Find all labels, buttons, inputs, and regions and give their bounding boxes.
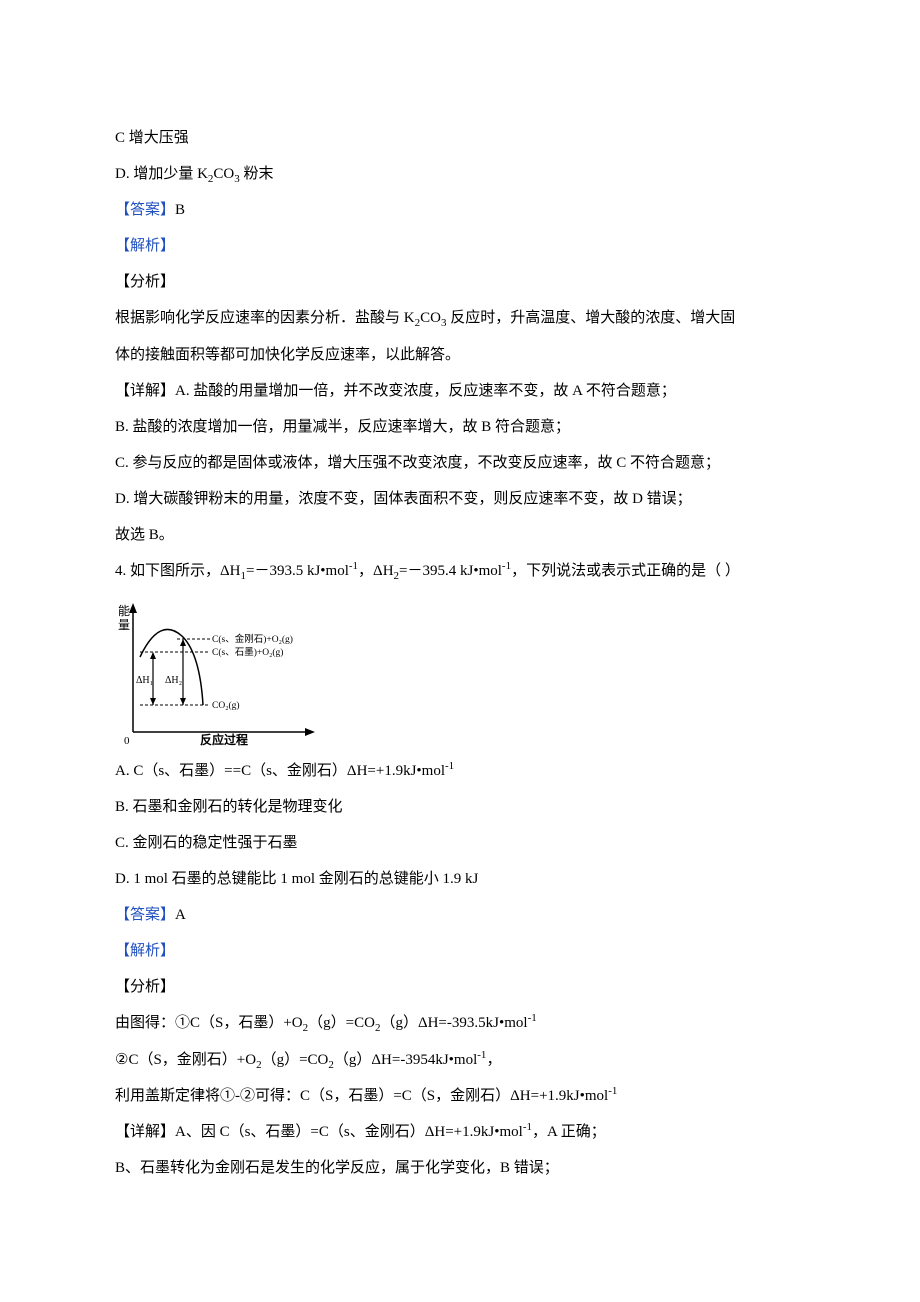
detail-c: C. 参与反应的都是固体或液体，增大压强不改变浓度，不改变反应速率，故 C 不符… xyxy=(115,445,805,481)
text: （g）ΔH=-393.5kJ•mol xyxy=(380,1015,527,1031)
text: ②C（S，金刚石）+O xyxy=(115,1052,256,1068)
q4-detail-a: 【详解】A、因 C（s、石墨）=C（s、金刚石）ΔH=+1.9kJ•mol-1，… xyxy=(115,1114,805,1150)
answer-label: 【答案】B xyxy=(115,192,805,228)
answer-value: B xyxy=(175,202,185,218)
superscript: -1 xyxy=(445,760,454,772)
text: A. C（s、石墨）==C（s、金刚石）ΔH=+1.9kJ•mol xyxy=(115,763,445,779)
q4-analysis-2: ②C（S，金刚石）+O2（g）=CO2（g）ΔH=-3954kJ•mol-1， xyxy=(115,1042,805,1078)
diagram-label-bot: CO₂(g) xyxy=(212,700,240,711)
q4-analysis-3: 利用盖斯定律将①-②可得：C（S，石墨）=C（S，金刚石）ΔH=+1.9kJ•m… xyxy=(115,1078,805,1114)
text: D. 增加少量 K xyxy=(115,166,208,182)
text: CO xyxy=(213,166,234,182)
x-label: 反应过程 xyxy=(200,732,248,747)
answer-value: A xyxy=(175,907,186,923)
answer-prefix: 【答案】 xyxy=(115,202,175,218)
analysis-label: 【分析】 xyxy=(115,264,805,300)
superscript: -1 xyxy=(502,560,511,572)
y-label-1: 能 xyxy=(118,604,130,618)
detail-d: D. 增大碳酸钾粉末的用量，浓度不变，固体表面积不变，则反应速率不变，故 D 错… xyxy=(115,481,805,517)
text: 根据影响化学反应速率的因素分析．盐酸与 K xyxy=(115,310,415,326)
text: CO xyxy=(420,310,441,326)
superscript: -1 xyxy=(528,1012,537,1024)
dh2-label: ΔH₂ xyxy=(165,675,182,686)
q4-option-c: C. 金刚石的稳定性强于石墨 xyxy=(115,825,805,861)
option-c: C 增大压强 xyxy=(115,120,805,156)
text: ，下列说法或表示式正确的是（ ） xyxy=(511,563,740,579)
explanation-label: 【解析】 xyxy=(115,228,805,264)
text: （g）ΔH=-3954kJ•mol xyxy=(334,1052,477,1068)
text: 4. 如下图所示，ΔH xyxy=(115,563,240,579)
analysis-text-2: 体的接触面积等都可加快化学反应速率，以此解答。 xyxy=(115,337,805,373)
option-d: D. 增加少量 K2CO3 粉末 xyxy=(115,156,805,192)
text: ，ΔH xyxy=(358,563,393,579)
text: 利用盖斯定律将①-②可得：C（S，石墨）=C（S，金刚石）ΔH=+1.9kJ•m… xyxy=(115,1088,608,1104)
q4-option-b: B. 石墨和金刚石的转化是物理变化 xyxy=(115,789,805,825)
diagram-label-top: C(s、金刚石)+O₂(g) xyxy=(212,633,293,645)
q4-option-a: A. C（s、石墨）==C（s、金刚石）ΔH=+1.9kJ•mol-1 xyxy=(115,753,805,789)
dh1-label: ΔH₁ xyxy=(136,675,153,686)
text: ， xyxy=(486,1052,501,1068)
q4-detail-b: B、石墨转化为金刚石是发生的化学反应，属于化学变化，B 错误； xyxy=(115,1150,805,1186)
origin-label: 0 xyxy=(124,735,130,747)
analysis-text-1: 根据影响化学反应速率的因素分析．盐酸与 K2CO3 反应时，升高温度、增大酸的浓… xyxy=(115,300,805,336)
q4-analysis-label: 【分析】 xyxy=(115,969,805,1005)
text: 由图得：①C（S，石墨）+O xyxy=(115,1015,303,1031)
superscript: -1 xyxy=(608,1085,617,1097)
superscript: -1 xyxy=(349,560,358,572)
q4-explanation-label: 【解析】 xyxy=(115,933,805,969)
detail-a: 【详解】A. 盐酸的用量增加一倍，并不改变浓度，反应速率不变，故 A 不符合题意… xyxy=(115,373,805,409)
conclusion: 故选 B。 xyxy=(115,517,805,553)
text: 【详解】A、因 C（s、石墨）=C（s、金刚石）ΔH=+1.9kJ•mol xyxy=(115,1124,523,1140)
question-4: 4. 如下图所示，ΔH1=－393.5 kJ•mol-1，ΔH2=－395.4 … xyxy=(115,553,805,589)
text: （g）=CO xyxy=(262,1052,329,1068)
diagram-label-mid: C(s、石墨)+O₂(g) xyxy=(212,647,283,658)
text: （g）=CO xyxy=(308,1015,375,1031)
text: =－393.5 kJ•mol xyxy=(246,563,349,579)
energy-diagram: 能 量 0 反应过程 ΔH₁ ΔH₂ C(s、金刚石)+O₂(g) C(s、石墨… xyxy=(115,597,325,747)
q4-answer-label: 【答案】A xyxy=(115,897,805,933)
detail-b: B. 盐酸的浓度增加一倍，用量减半，反应速率增大，故 B 符合题意； xyxy=(115,409,805,445)
y-label-2: 量 xyxy=(118,618,130,632)
q4-option-d: D. 1 mol 石墨的总键能比 1 mol 金刚石的总键能小 1.9 kJ xyxy=(115,861,805,897)
superscript: -1 xyxy=(523,1121,532,1133)
text: 粉末 xyxy=(240,166,274,182)
text: =－395.4 kJ•mol xyxy=(399,563,502,579)
q4-analysis-1: 由图得：①C（S，石墨）+O2（g）=CO2（g）ΔH=-393.5kJ•mol… xyxy=(115,1005,805,1041)
text: 反应时，升高温度、增大酸的浓度、增大固 xyxy=(446,310,735,326)
text: ，A 正确； xyxy=(532,1124,606,1140)
answer-prefix: 【答案】 xyxy=(115,907,175,923)
